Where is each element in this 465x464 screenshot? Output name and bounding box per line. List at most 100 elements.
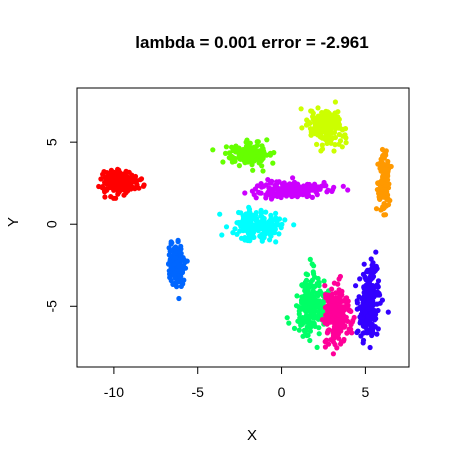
scatter-point <box>242 190 248 196</box>
scatter-point <box>313 189 319 195</box>
scatter-point <box>229 144 235 150</box>
scatter-point <box>104 170 110 176</box>
y-tick-label: -5 <box>44 300 60 313</box>
scatter-point <box>265 177 271 183</box>
scatter-point <box>292 192 298 198</box>
scatter-point <box>111 182 117 188</box>
scatter-point <box>331 297 337 303</box>
scatter-point <box>312 283 318 290</box>
scatter-point <box>346 308 352 314</box>
scatter-point <box>328 319 334 325</box>
scatter-point <box>286 320 292 326</box>
scatter-point <box>331 148 337 154</box>
scatter-point <box>336 122 342 128</box>
scatter-point <box>310 269 316 275</box>
scatter-point <box>385 196 391 203</box>
scatter-point <box>242 237 248 243</box>
scatter-point <box>310 126 316 132</box>
scatter-point <box>169 240 175 246</box>
scatter-point <box>368 266 374 272</box>
scatter-point <box>117 185 123 192</box>
scatter-point <box>250 153 256 159</box>
scatter-point <box>138 176 145 182</box>
scatter-point <box>273 239 279 245</box>
scatter-point <box>140 183 147 189</box>
scatter-point <box>363 321 369 327</box>
scatter-point <box>315 316 321 322</box>
scatter-point <box>267 152 273 158</box>
scatter-point <box>121 187 127 193</box>
scatter-point <box>223 224 230 230</box>
x-tick-label: -10 <box>104 384 124 400</box>
scatter-points <box>96 99 394 357</box>
scatter-point <box>182 260 188 266</box>
scatter-point <box>308 308 314 315</box>
scatter-point <box>174 284 180 290</box>
scatter-point <box>339 288 345 294</box>
scatter-point <box>111 195 117 201</box>
scatter-point <box>300 283 306 289</box>
scatter-point <box>373 249 379 255</box>
scatter-point <box>354 300 360 306</box>
scatter-point <box>264 137 270 143</box>
scatter-point <box>347 329 353 335</box>
scatter-point <box>381 212 387 218</box>
scatter-point <box>276 179 282 185</box>
scatter-point <box>375 278 382 284</box>
scatter-point <box>316 186 322 192</box>
scatter-point <box>178 268 184 275</box>
y-axis: -5 0 5 <box>44 138 78 313</box>
scatter-point <box>342 126 349 132</box>
scatter-point <box>253 222 259 228</box>
x-axis: -10 -5 0 5 <box>104 366 370 400</box>
scatter-point <box>290 175 296 181</box>
scatter-point <box>98 176 104 182</box>
scatter-point <box>174 260 180 266</box>
scatter-point <box>270 160 276 166</box>
scatter-point <box>276 231 282 237</box>
scatter-point <box>240 228 246 234</box>
scatter-point <box>129 172 135 178</box>
scatter-point <box>236 163 242 169</box>
scatter-point <box>136 185 142 191</box>
scatter-point <box>273 210 279 216</box>
scatter-point <box>319 146 326 152</box>
scatter-point <box>258 149 264 155</box>
scatter-point <box>291 187 297 193</box>
scatter-point <box>368 256 374 262</box>
scatter-point <box>265 189 271 196</box>
scatter-point <box>172 246 178 252</box>
scatter-point <box>373 206 380 212</box>
scatter-point <box>355 328 361 334</box>
scatter-point <box>369 325 375 331</box>
scatter-point <box>330 303 336 309</box>
scatter-point <box>249 162 255 168</box>
scatter-point <box>256 153 262 159</box>
scatter-point <box>282 188 288 194</box>
scatter-point <box>100 171 106 177</box>
scatter-point <box>336 276 342 282</box>
scatter-point <box>296 311 302 317</box>
scatter-point <box>250 215 256 221</box>
y-tick-label: 5 <box>44 138 60 146</box>
chart-title: lambda = 0.001 error = -2.961 <box>135 33 368 52</box>
scatter-point <box>309 261 315 267</box>
scatter-point <box>385 309 391 315</box>
scatter-point <box>316 283 322 289</box>
scatter-point <box>310 288 316 294</box>
scatter-point <box>363 292 369 298</box>
scatter-point <box>276 216 283 222</box>
scatter-point <box>343 140 349 146</box>
scatter-point <box>169 266 175 272</box>
scatter-point <box>277 186 283 192</box>
scatter-point <box>388 163 394 170</box>
scatter-point <box>116 178 122 184</box>
scatter-point <box>303 327 309 333</box>
scatter-point <box>340 183 346 189</box>
scatter-point <box>302 190 309 196</box>
scatter-point <box>308 320 314 326</box>
scatter-point <box>303 308 309 315</box>
y-tick-label: 0 <box>44 220 60 228</box>
scatter-point <box>294 293 300 299</box>
scatter-point <box>282 217 288 223</box>
